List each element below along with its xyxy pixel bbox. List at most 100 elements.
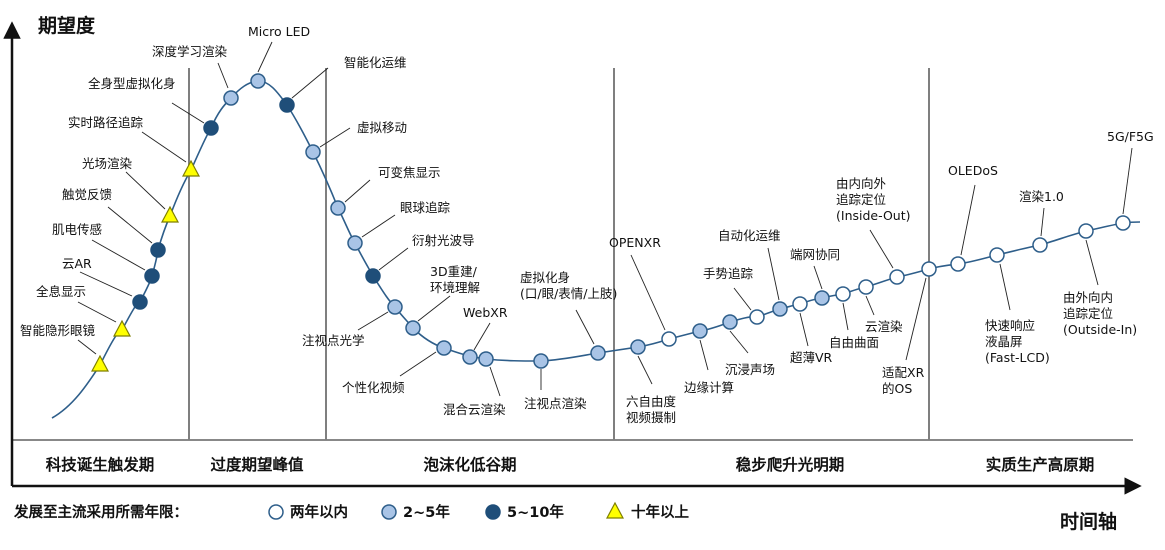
label-outside-in-tracking-line-2: 追踪定位 (1063, 306, 1113, 321)
marker-rendering-1-0 (1032, 237, 1048, 253)
label-diffractive-waveguide: 衍射光波导 (412, 233, 475, 248)
marker-full-body-avatar (203, 120, 219, 136)
leader-line-hybrid-cloud-rendering (489, 366, 501, 397)
marker-freeform-surface (835, 286, 851, 302)
leader-line-cloud-rendering (865, 295, 875, 316)
label-micro-led: Micro LED (248, 24, 310, 39)
marker-varifocal-display (330, 200, 346, 216)
marker-outside-in-tracking (1078, 223, 1094, 239)
leader-line-personalized-video (399, 351, 437, 377)
legend: 发展至主流采用所需年限： 两年以内 2~5年 5~10年 十年以上 (13, 501, 689, 521)
phase-label-peak: 过度期望峰值 (210, 455, 304, 474)
marker-haptic-feedback (150, 242, 166, 258)
marker-foveated-optics (387, 299, 403, 315)
label-device-network-collab: 端网协同 (790, 247, 840, 262)
label-virtual-mobility: 虚拟移动 (357, 120, 407, 135)
label-3d-reconstruction-line-1: 3D重建/ (430, 264, 478, 279)
legend-marker-2-5 (381, 504, 397, 520)
label-openxr: OPENXR (609, 235, 661, 250)
marker-6dof-video (630, 339, 646, 355)
marker-emg-sensing (144, 268, 160, 284)
label-gesture-tracking: 手势追踪 (703, 266, 754, 281)
label-eye-tracking: 眼球追踪 (400, 200, 451, 215)
marker-openxr (661, 331, 677, 347)
marker-device-network-collab (814, 290, 830, 306)
label-edge-computing: 边缘计算 (684, 380, 734, 395)
leader-line-device-network-collab (813, 265, 823, 290)
marker-webxr (462, 349, 478, 365)
label-6dof-video-line-1: 六自由度 (626, 394, 677, 409)
marker-virtual-mobility (305, 144, 321, 160)
label-fast-lcd-line-2: 液晶屏 (985, 334, 1023, 349)
marker-xr-os (921, 261, 937, 277)
leader-line-6dof-video (637, 355, 653, 385)
phase-label-slope: 稳步爬升光明期 (736, 455, 845, 474)
leader-line-outside-in-tracking (1085, 239, 1099, 286)
leader-line-real-time-path-tracing (141, 131, 187, 163)
label-full-body-avatar: 全身型虚拟化身 (88, 76, 176, 91)
leader-line-webxr (473, 322, 491, 351)
marker-5g-f5g (1115, 215, 1131, 231)
label-fast-lcd-line-3: (Fast-LCD) (985, 350, 1050, 365)
label-oledos: OLEDoS (948, 163, 998, 178)
leader-line-diffractive-waveguide (378, 247, 409, 271)
label-avatar-face-body-line-2: (口/眼/表情/上肢) (520, 286, 617, 301)
marker-personalized-video (436, 340, 452, 356)
leader-line-rendering-1-0 (1040, 207, 1045, 237)
label-fast-lcd-line-1: 快速响应 (985, 318, 1035, 333)
leader-line-gesture-tracking (733, 287, 752, 311)
label-automated-ops: 自动化运维 (718, 228, 781, 243)
legend-label-5-10: 5~10年 (507, 503, 564, 521)
marker-foveated-rendering (533, 353, 549, 369)
leader-line-3d-reconstruction (417, 295, 451, 322)
label-emg-sensing: 肌电传感 (52, 222, 102, 237)
marker-3d-reconstruction (405, 320, 421, 336)
label-light-field-rendering: 光场渲染 (82, 156, 133, 171)
legend-label-2-5: 2~5年 (403, 503, 450, 521)
leader-line-automated-ops (767, 247, 780, 301)
label-personalized-video: 个性化视频 (342, 380, 405, 395)
legend-title: 发展至主流采用所需年限： (13, 503, 188, 521)
phase-label-plateau: 实质生产高原期 (986, 455, 1095, 474)
label-intelligent-ops: 智能化运维 (344, 55, 407, 70)
label-cloud-rendering: 云渲染 (865, 319, 903, 334)
marker-eye-tracking (347, 235, 363, 251)
marker-holographic-display (113, 319, 131, 337)
leader-lines (77, 41, 1133, 397)
legend-label-lt2: 两年以内 (290, 503, 348, 521)
leader-line-edge-computing (699, 339, 709, 371)
leader-line-haptic-feedback (107, 206, 153, 244)
legend-marker-5-10 (485, 504, 501, 520)
marker-cloud-rendering (858, 279, 874, 295)
x-axis-title: 时间轴 (1060, 510, 1117, 533)
leader-line-intelligent-ops (291, 67, 329, 99)
label-inside-out-tracking-line-3: (Inside-Out) (836, 208, 911, 223)
marker-oledos (950, 256, 966, 272)
label-hybrid-cloud-rendering: 混合云渲染 (443, 402, 506, 417)
marker-ultrathin-vr (792, 296, 808, 312)
label-3d-reconstruction-line-2: 环境理解 (430, 280, 480, 295)
label-xr-os-line-1: 适配XR (882, 365, 925, 380)
marker-hybrid-cloud-rendering (478, 351, 494, 367)
leader-line-cloud-ar (79, 271, 133, 297)
leader-line-inside-out-tracking (869, 229, 894, 269)
marker-gesture-tracking (749, 309, 765, 325)
leader-line-smart-contact-lens (77, 339, 97, 355)
leader-line-eye-tracking (361, 214, 396, 238)
leader-line-light-field-rendering (125, 171, 166, 210)
label-real-time-path-tracing: 实时路径追踪 (68, 115, 144, 130)
leader-line-freeform-surface (842, 302, 849, 331)
leader-line-full-body-avatar (171, 102, 205, 124)
legend-label-gt10: 十年以上 (631, 503, 689, 521)
leader-line-holographic-display (77, 301, 117, 323)
marker-avatar-face-body (590, 345, 606, 361)
label-5g-f5g: 5G/F5G (1107, 129, 1154, 144)
leader-line-5g-f5g (1122, 147, 1133, 215)
technology-markers (91, 73, 1131, 372)
phase-label-trigger: 科技诞生触发期 (46, 455, 155, 474)
marker-deep-learning-rendering (223, 90, 239, 106)
label-holographic-display: 全息显示 (36, 284, 86, 299)
label-6dof-video-line-2: 视频摄制 (626, 410, 676, 425)
label-outside-in-tracking-line-1: 由外向内 (1063, 290, 1113, 305)
marker-immersive-audio (722, 314, 738, 330)
